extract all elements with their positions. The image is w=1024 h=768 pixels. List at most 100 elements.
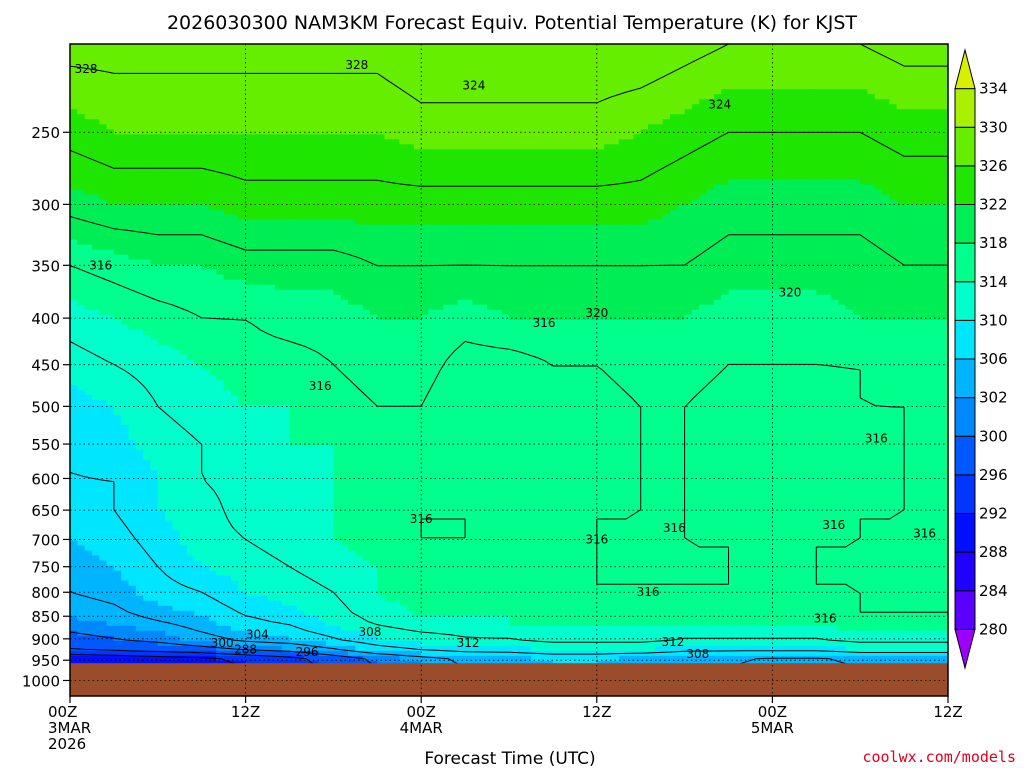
field-cell — [216, 545, 225, 552]
field-cell — [77, 209, 86, 216]
field-cell — [245, 560, 254, 567]
field-cell — [267, 179, 276, 186]
field-cell — [99, 485, 108, 491]
field-cell — [84, 540, 93, 547]
field-cell — [99, 234, 108, 241]
field-cell — [252, 344, 261, 351]
field-cell — [187, 254, 195, 261]
field-cell — [77, 475, 86, 481]
field-cell — [150, 480, 159, 486]
field-cell — [282, 344, 291, 351]
field-cell — [179, 289, 188, 296]
field-cell — [121, 625, 130, 632]
field-cell — [230, 334, 239, 341]
field-cell — [289, 229, 298, 236]
field-cell — [143, 400, 152, 406]
field-cell — [304, 385, 313, 391]
field-cell — [106, 199, 115, 206]
field-cell — [113, 154, 122, 160]
field-cell — [267, 74, 276, 80]
field-cell — [70, 615, 78, 622]
field-cell — [128, 99, 137, 105]
field-cell — [135, 395, 144, 401]
field-cell — [340, 540, 349, 547]
field-cell — [209, 575, 217, 582]
field-cell — [187, 364, 195, 371]
field-cell — [304, 274, 313, 281]
field-cell — [209, 570, 217, 577]
field-cell — [172, 229, 181, 236]
field-cell — [252, 645, 261, 652]
field-cell — [99, 139, 108, 145]
field-cell — [348, 189, 356, 196]
field-cell — [238, 164, 247, 170]
field-cell — [216, 284, 225, 291]
field-cell — [304, 420, 313, 426]
field-cell — [70, 530, 78, 537]
field-cell — [267, 570, 276, 577]
field-cell — [172, 475, 181, 481]
field-cell — [318, 610, 327, 617]
field-cell — [172, 224, 181, 231]
field-cell — [267, 49, 276, 55]
field-cell — [209, 114, 217, 120]
field-cell — [289, 79, 298, 85]
field-cell — [201, 425, 210, 431]
field-cell — [70, 89, 78, 95]
field-cell — [223, 450, 232, 456]
field-cell — [172, 214, 181, 221]
field-cell — [318, 540, 327, 547]
field-cell — [326, 575, 334, 582]
field-cell — [238, 224, 247, 231]
field-cell — [311, 354, 320, 361]
field-cell — [348, 229, 356, 236]
field-cell — [238, 370, 247, 376]
field-cell — [77, 480, 86, 486]
field-cell — [113, 585, 122, 592]
field-cell — [77, 530, 86, 537]
field-cell — [260, 339, 269, 346]
field-cell — [230, 109, 239, 115]
field-cell — [289, 89, 298, 95]
field-cell — [230, 184, 239, 191]
field-cell — [70, 595, 78, 602]
field-cell — [106, 59, 115, 65]
field-cell — [274, 144, 283, 150]
field-cell — [209, 299, 217, 306]
field-cell — [340, 99, 349, 105]
field-cell — [128, 615, 137, 622]
field-cell — [128, 620, 137, 627]
field-cell — [187, 359, 195, 366]
field-cell — [245, 344, 254, 351]
field-cell — [209, 139, 217, 145]
field-cell — [106, 144, 115, 150]
field-cell — [135, 274, 144, 281]
field-cell — [143, 99, 152, 105]
field-cell — [165, 450, 174, 456]
field-cell — [209, 304, 217, 311]
field-cell — [326, 294, 334, 301]
field-cell — [267, 204, 276, 211]
field-cell — [340, 289, 349, 296]
field-cell — [106, 89, 115, 95]
field-cell — [230, 525, 239, 532]
field-cell — [216, 314, 225, 321]
field-cell — [223, 400, 232, 406]
field-cell — [143, 139, 152, 145]
field-cell — [165, 249, 174, 256]
field-cell — [348, 259, 356, 266]
field-cell — [135, 144, 144, 150]
field-cell — [179, 545, 188, 552]
field-cell — [77, 184, 86, 191]
field-cell — [172, 455, 181, 461]
field-cell — [260, 545, 269, 552]
field-cell — [77, 520, 86, 527]
field-cell — [99, 370, 108, 376]
field-cell — [296, 269, 305, 276]
field-cell — [289, 169, 298, 175]
field-cell — [340, 299, 349, 306]
field-cell — [216, 254, 225, 261]
field-cell — [223, 309, 232, 316]
field-cell — [230, 385, 239, 391]
field-cell — [304, 84, 313, 90]
